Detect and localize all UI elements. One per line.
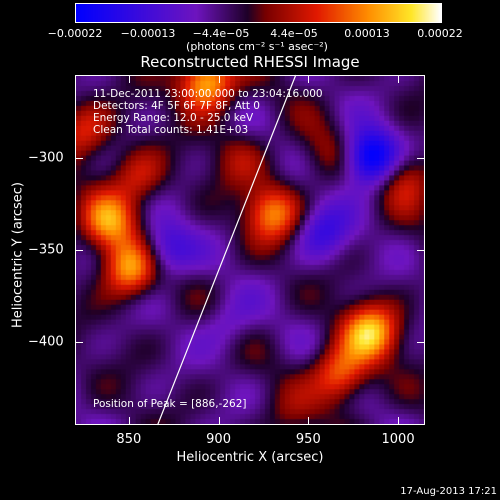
x-tick-label: 900 [206, 432, 231, 447]
y-tick-mark [75, 157, 83, 159]
y-tick-mark [417, 157, 425, 159]
colorbar-tick-label: 4.4e−05 [270, 27, 318, 40]
colorbar-tick-label: −4.4e−05 [192, 27, 250, 40]
y-tick-label: −300 [28, 150, 64, 166]
x-tick-mark [308, 75, 310, 83]
colorbar-tick-label: 0.00013 [344, 27, 390, 40]
x-tick-mark [398, 417, 400, 425]
colorbar-tick-label: 0.00022 [417, 27, 463, 40]
x-tick-mark [308, 417, 310, 425]
colorbar-unit-label: (photons cm⁻² s⁻¹ asec⁻²) [186, 40, 328, 53]
x-tick-mark [128, 75, 130, 83]
y-tick-mark [75, 250, 83, 251]
colorbar-tick-label: −0.00013 [120, 27, 176, 40]
colorbar-tick-label: −0.00022 [47, 27, 103, 40]
y-tick-label: −350 [28, 242, 64, 258]
chart-title: Reconstructed RHESSI Image [140, 53, 360, 71]
annotation-time-range: 11-Dec-2011 23:00:00.000 to 23:04:16.000 [93, 88, 323, 100]
x-axis-label: Heliocentric X (arcsec) [176, 450, 324, 465]
annotation-detectors: Detectors: 4F 5F 6F 7F 8F, Att 0 [93, 100, 260, 112]
y-tick-label: −400 [28, 334, 64, 350]
x-tick-mark [128, 417, 130, 425]
x-tick-mark [218, 75, 220, 83]
x-tick-mark [398, 75, 400, 83]
y-tick-mark [75, 342, 83, 344]
x-tick-label: 850 [116, 432, 142, 447]
y-tick-mark [417, 250, 425, 251]
timestamp: 17-Aug-2013 17:21 [400, 486, 497, 497]
annotation-peak: Position of Peak = [886,-262] [93, 398, 247, 410]
x-tick-label: 950 [295, 432, 321, 447]
x-tick-mark [218, 417, 220, 425]
annotation-clean: Clean Total counts: 1.41E+03 [93, 124, 249, 136]
annotation-energy-range: Energy Range: 12.0 - 25.0 keV [93, 112, 254, 124]
x-tick-label: 1000 [381, 432, 415, 447]
colorbar [75, 3, 442, 23]
y-tick-mark [417, 342, 425, 344]
y-axis-label: Heliocentric Y (arcsec) [10, 182, 26, 328]
